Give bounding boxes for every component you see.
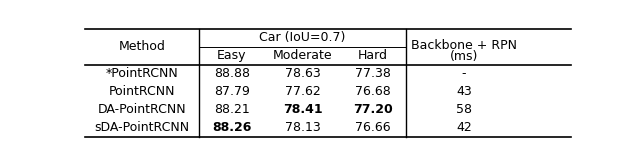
- Text: 76.68: 76.68: [355, 85, 391, 98]
- Text: 43: 43: [456, 85, 472, 98]
- Text: DA-PointRCNN: DA-PointRCNN: [98, 103, 186, 116]
- Text: sDA-PointRCNN: sDA-PointRCNN: [95, 121, 189, 134]
- Text: Backbone + RPN: Backbone + RPN: [411, 39, 517, 52]
- Text: 78.13: 78.13: [285, 121, 321, 134]
- Text: Easy: Easy: [217, 49, 247, 62]
- Text: *PointRCNN: *PointRCNN: [106, 67, 179, 80]
- Text: 88.88: 88.88: [214, 67, 250, 80]
- Text: (ms): (ms): [450, 50, 478, 63]
- Text: Car (IoU=0.7): Car (IoU=0.7): [259, 31, 346, 44]
- Text: 88.21: 88.21: [214, 103, 250, 116]
- Text: 87.79: 87.79: [214, 85, 250, 98]
- Text: 77.38: 77.38: [355, 67, 391, 80]
- Text: 42: 42: [456, 121, 472, 134]
- Text: Hard: Hard: [358, 49, 388, 62]
- Text: 58: 58: [456, 103, 472, 116]
- Text: 77.62: 77.62: [285, 85, 321, 98]
- Text: PointRCNN: PointRCNN: [109, 85, 175, 98]
- Text: 76.66: 76.66: [355, 121, 391, 134]
- Text: 78.63: 78.63: [285, 67, 321, 80]
- Text: 78.41: 78.41: [283, 103, 323, 116]
- Text: -: -: [462, 67, 467, 80]
- Text: Method: Method: [118, 40, 166, 53]
- Text: Moderate: Moderate: [273, 49, 332, 62]
- Text: 77.20: 77.20: [353, 103, 393, 116]
- Text: 88.26: 88.26: [212, 121, 252, 134]
